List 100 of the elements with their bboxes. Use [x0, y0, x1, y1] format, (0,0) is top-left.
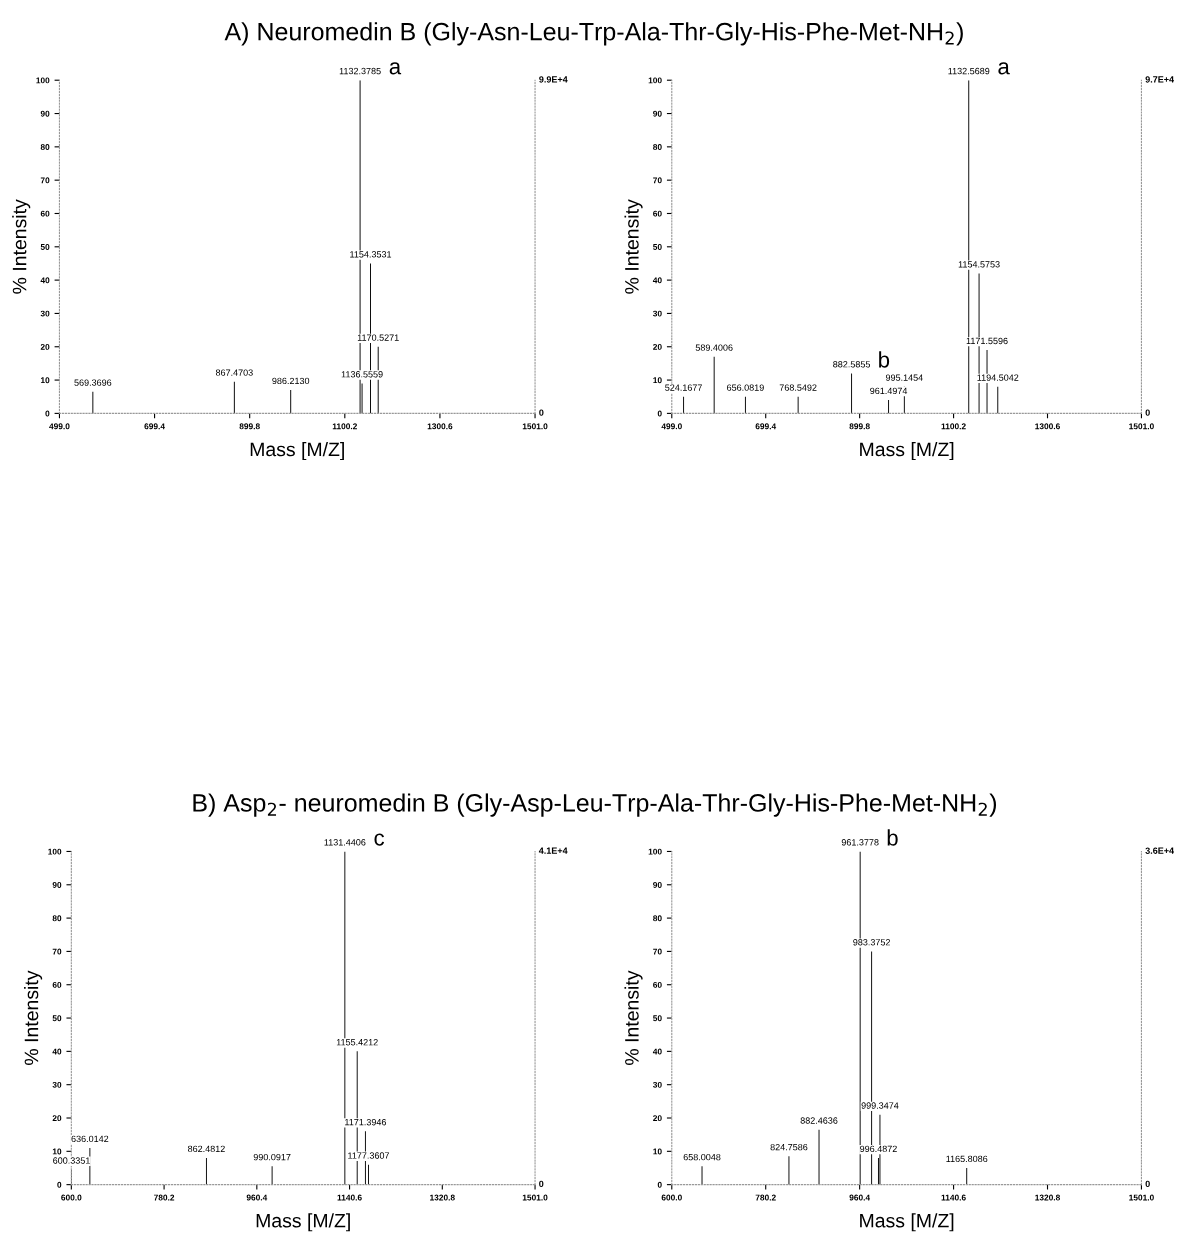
y-tick-label: 30: [52, 1081, 62, 1088]
text: 0: [1145, 1180, 1150, 1188]
y-tick-label: 100: [36, 77, 50, 84]
y-tick-label: 60: [653, 210, 662, 217]
y-tick-label: 50: [653, 244, 662, 250]
x-tick-label: 600.0: [61, 1194, 82, 1201]
x-axis-title: Mass [M/Z]: [250, 441, 344, 461]
y-tick-label: 40: [52, 1048, 62, 1055]
y-tick-label: 40: [40, 277, 50, 284]
annotation: c: [374, 833, 385, 846]
x-tick-label: 1300.6: [1035, 423, 1060, 430]
x-tick-label: 899.8: [239, 423, 260, 430]
x-tick-label: 960.4: [849, 1194, 871, 1201]
y-tick-label: 20: [653, 343, 662, 350]
y-tick-label: 10: [52, 1148, 62, 1155]
y-tick-label: 90: [40, 110, 50, 117]
x-tick-label: 1300.6: [427, 423, 453, 430]
y-tick-label: 20: [653, 1115, 662, 1122]
text: A) Neuromedin B (Gly-Asn-Leu-Trp-Ala-Thr-Gly-His-Phe-Met-NH$_{2}$): [224, 22, 963, 46]
annotation: 569.3696: [74, 379, 112, 386]
y-tick-label: 60: [52, 981, 62, 988]
text: 0: [539, 1180, 544, 1188]
text: 9.9E+4: [539, 76, 568, 83]
y-axis-title: % Intensity: [24, 970, 43, 1065]
annotation: 995.1454: [885, 374, 923, 381]
x-tick-label: 780.2: [154, 1194, 175, 1201]
text: 4.1E+4: [538, 847, 568, 854]
x-tick-label: 699.4: [144, 423, 165, 430]
y-tick-label: 100: [648, 77, 662, 84]
annotation: 1165.8086: [946, 1155, 988, 1163]
text: 3.6E+4: [1145, 847, 1175, 854]
x-tick-label: 1501.0: [1129, 423, 1154, 430]
text: B) Asp$_{2}$- neuromedin B (Gly-Asp-Leu-Trp-Ala-Thr-Gly-His-Phe-Met-NH$_{2}$): [193, 793, 997, 817]
x-tick-label: 899.8: [849, 423, 870, 430]
annotation: 1154.3531: [350, 251, 392, 258]
x-tick-label: 1100.2: [941, 423, 966, 430]
y-tick-label: 60: [653, 981, 662, 988]
y-tick-label: 70: [653, 177, 662, 184]
x-tick-label: 960.4: [246, 1194, 268, 1201]
annotation: 867.4703: [215, 369, 253, 376]
y-tick-label: 90: [653, 881, 662, 888]
text: 0: [1145, 409, 1150, 416]
annotation: 589.4006: [695, 344, 733, 351]
y-tick-label: 70: [52, 948, 62, 955]
x-tick-label: 1501.0: [1129, 1194, 1154, 1201]
annotation: 961.3778: [841, 839, 879, 846]
y-tick-label: 0: [45, 410, 50, 417]
x-tick-label: 1320.8: [430, 1194, 455, 1201]
y-tick-label: 30: [652, 310, 662, 317]
y-tick-label: 80: [52, 915, 62, 922]
x-axis-title: Mass [M/Z]: [256, 1213, 350, 1232]
y-tick-label: 80: [40, 144, 50, 150]
annotation: 1194.5042: [977, 374, 1019, 381]
x-tick-label: 1140.6: [337, 1194, 362, 1201]
annotation: 882.5855: [833, 361, 871, 368]
y-tick-label: 50: [40, 244, 50, 250]
y-tick-label: 10: [653, 377, 662, 384]
annotation: 986.2130: [272, 377, 310, 385]
annotation: 524.1677: [665, 384, 702, 391]
y-tick-label: 80: [653, 144, 662, 150]
y-tick-label: 70: [653, 948, 662, 955]
annotation: 961.4974: [870, 387, 908, 395]
y-tick-label: 50: [52, 1015, 62, 1022]
annotation: 1132.5689: [948, 67, 990, 75]
annotation: 600.3351: [53, 1157, 90, 1164]
annotation: 990.0917: [253, 1153, 291, 1161]
annotation: 996.4872: [860, 1145, 897, 1153]
annotation: 1177.3607: [348, 1152, 390, 1159]
x-tick-label: 1320.8: [1035, 1194, 1060, 1201]
annotation: 768.5492: [779, 384, 817, 391]
y-axis-title: % Intensity: [624, 199, 643, 294]
y-tick-label: 100: [648, 848, 662, 855]
annotation: 983.3752: [853, 939, 890, 946]
y-tick-label: 50: [653, 1015, 662, 1022]
y-tick-label: 80: [653, 915, 662, 922]
y-tick-label: 10: [40, 377, 50, 384]
x-tick-label: 1501.0: [522, 423, 548, 430]
annotation: 1154.5753: [958, 261, 1000, 268]
text: 9.7E+4: [1145, 76, 1175, 83]
annotation: 636.0142: [71, 1135, 109, 1143]
text: 0: [539, 409, 544, 416]
annotation: 1155.4212: [336, 1039, 378, 1046]
y-axis-title: % Intensity: [624, 970, 643, 1065]
y-tick-label: 0: [657, 410, 662, 417]
annotation: 1171.3946: [345, 1118, 387, 1126]
y-tick-label: 90: [653, 110, 662, 117]
y-tick-label: 20: [40, 343, 50, 350]
annotation: b: [879, 351, 890, 368]
y-tick-label: 60: [40, 210, 50, 217]
annotation: 882.4636: [800, 1117, 838, 1124]
annotation: 656.0819: [727, 384, 764, 391]
y-axis-title: % Intensity: [12, 199, 31, 294]
y-tick-label: 30: [652, 1081, 662, 1088]
annotation: 862.4812: [188, 1145, 225, 1153]
x-axis-title: Mass [M/Z]: [860, 1213, 954, 1232]
y-tick-label: 40: [652, 1048, 662, 1055]
y-tick-label: 0: [57, 1181, 62, 1188]
y-tick-label: 40: [652, 277, 662, 284]
annotation: 1136.5559: [341, 371, 383, 378]
annotation: 1131.4406: [324, 839, 366, 846]
